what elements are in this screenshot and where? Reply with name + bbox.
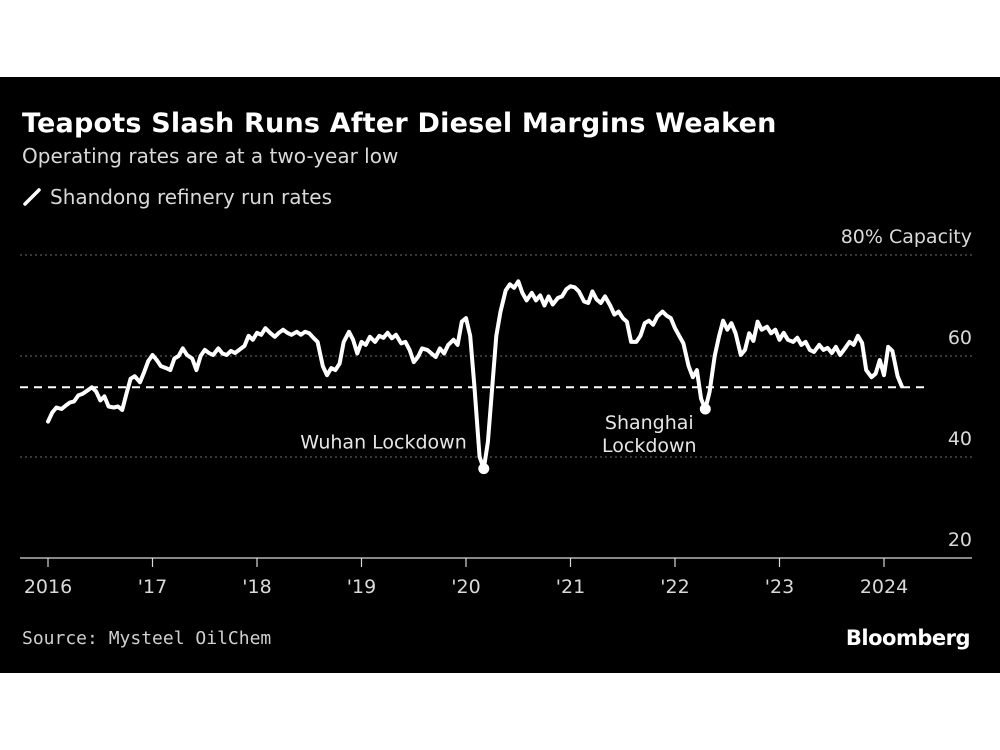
legend-label: Shandong refinery run rates (50, 185, 333, 209)
y-tick-label: 40 (948, 428, 972, 450)
x-tick-label: '20 (451, 576, 480, 598)
annotation-marker (478, 463, 490, 475)
x-tick-label: '17 (138, 576, 167, 598)
annotation-label: Wuhan Lockdown (300, 432, 467, 454)
x-tick-label: '22 (660, 576, 689, 598)
x-axis: 2016 '17 '18 '19 '20 '21 '22 '23 2024 (20, 557, 972, 598)
y-tick-label: 80% Capacity (841, 226, 972, 248)
chart-plot: 2016 '17 '18 '19 '20 '21 '22 '23 2024 20 40 60 80% … (20, 226, 972, 598)
x-tick-label: '21 (556, 576, 585, 598)
y-axis-labels: 20 40 60 80% Capacity (841, 226, 972, 551)
x-tick-label: '18 (242, 576, 271, 598)
x-tick-label: '19 (347, 576, 376, 598)
legend: Shandong refinery run rates (22, 185, 332, 209)
chart-title: Teapots Slash Runs After Diesel Margins … (22, 108, 777, 139)
series-line (46, 279, 904, 471)
x-tick-label: 2024 (860, 576, 908, 598)
x-tick-label: 2016 (24, 576, 72, 598)
y-tick-label: 60 (948, 327, 972, 349)
chart-panel: Teapots Slash Runs After Diesel Margins … (0, 77, 1000, 673)
annotation-label: Lockdown (602, 435, 697, 457)
annotation-label: Shanghai (605, 412, 694, 434)
annotation-marker (699, 403, 711, 415)
bloomberg-logo: Bloomberg (845, 626, 971, 650)
source-note: Source: Mysteel OilChem (22, 628, 272, 649)
y-tick-label: 20 (948, 529, 972, 551)
x-tick-label: '23 (765, 576, 794, 598)
legend-line-icon (23, 188, 41, 206)
series-group (46, 279, 904, 471)
chart-subtitle: Operating rates are at a two-year low (22, 144, 399, 168)
